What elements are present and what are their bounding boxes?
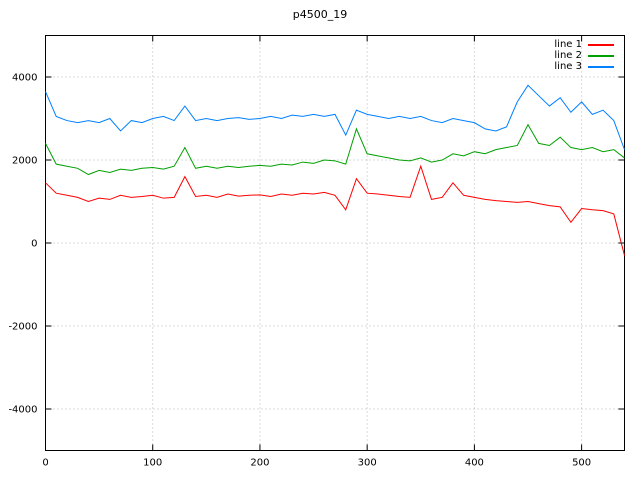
svg-text:0: 0 bbox=[31, 239, 37, 250]
legend-line-sample bbox=[588, 54, 614, 57]
svg-text:4000: 4000 bbox=[12, 73, 37, 84]
svg-text:500: 500 bbox=[572, 458, 591, 469]
legend-item: line 1 bbox=[554, 39, 614, 50]
svg-text:0: 0 bbox=[42, 458, 48, 469]
chart-title: p4500_19 bbox=[292, 8, 348, 21]
legend-label: line 1 bbox=[554, 39, 582, 50]
legend-label: line 2 bbox=[554, 50, 582, 61]
svg-text:400: 400 bbox=[465, 458, 484, 469]
svg-text:300: 300 bbox=[358, 458, 377, 469]
legend-line-sample bbox=[588, 43, 614, 46]
svg-text:2000: 2000 bbox=[12, 156, 37, 167]
legend-label: line 3 bbox=[554, 61, 582, 72]
svg-text:200: 200 bbox=[250, 458, 269, 469]
legend-item: line 3 bbox=[554, 61, 614, 72]
legend-item: line 2 bbox=[554, 50, 614, 61]
svg-text:-4000: -4000 bbox=[8, 405, 37, 416]
legend: line 1 line 2 line 3 bbox=[554, 39, 614, 72]
svg-text:-2000: -2000 bbox=[8, 322, 37, 333]
svg-text:100: 100 bbox=[143, 458, 162, 469]
legend-line-sample bbox=[588, 65, 614, 68]
